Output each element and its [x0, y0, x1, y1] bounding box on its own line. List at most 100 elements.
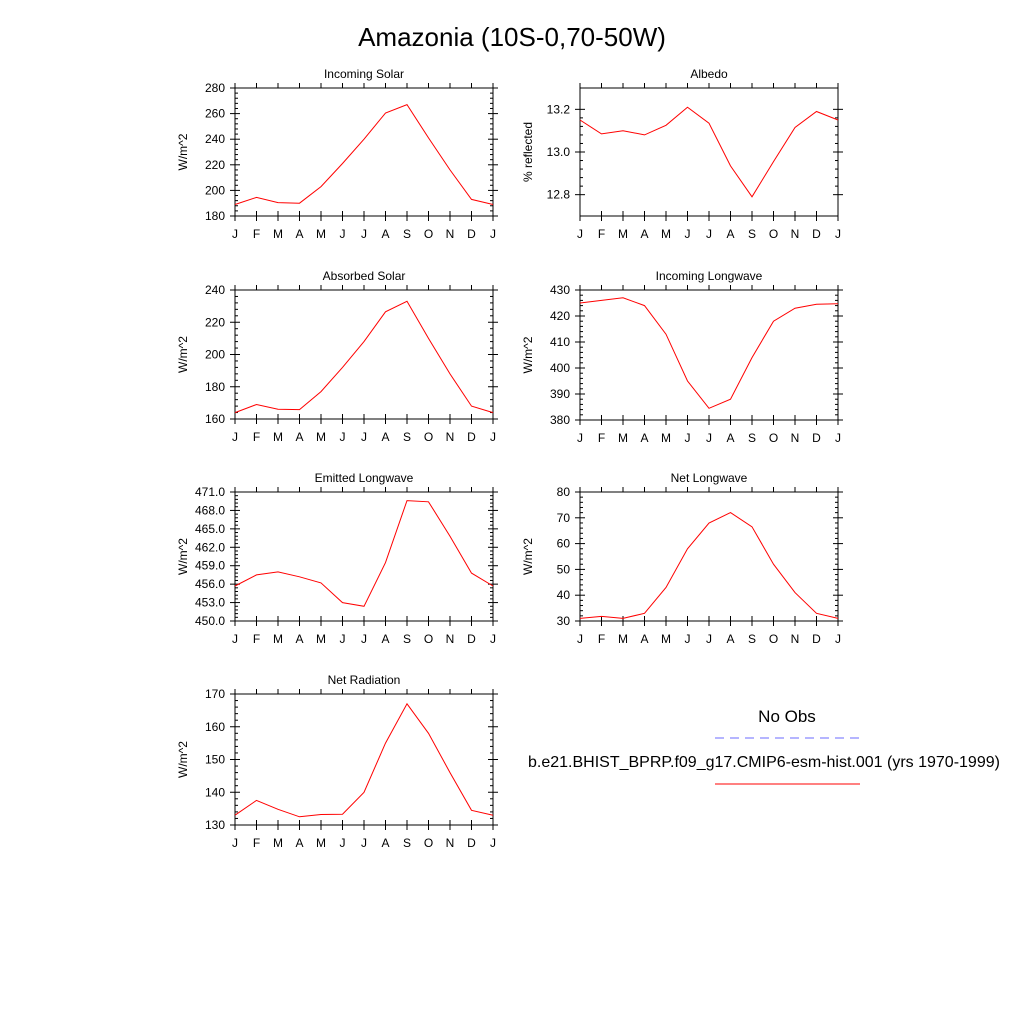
x-tick-label: J: [490, 430, 496, 444]
series-line: [579, 512, 839, 619]
y-tick-label: 220: [205, 158, 225, 172]
y-axis-label: W/m^2: [521, 538, 535, 575]
x-tick-label: N: [446, 836, 455, 850]
x-tick-label: J: [490, 227, 496, 241]
y-tick-label: 410: [550, 335, 570, 349]
x-tick-label: J: [706, 227, 712, 241]
x-tick-label: J: [361, 632, 367, 646]
panel-title: Net Longwave: [671, 471, 748, 485]
y-tick-label: 160: [205, 720, 225, 734]
x-tick-label: A: [295, 836, 303, 850]
x-tick-label: N: [446, 430, 455, 444]
x-tick-label: J: [232, 836, 238, 850]
x-tick-label: M: [273, 227, 283, 241]
y-tick-label: 390: [550, 387, 570, 401]
x-tick-label: J: [835, 431, 841, 445]
y-tick-label: 200: [205, 183, 225, 197]
x-tick-label: A: [640, 632, 648, 646]
x-tick-label: J: [232, 430, 238, 444]
y-axis-label: % reflected: [521, 122, 535, 182]
x-tick-label: A: [726, 227, 734, 241]
series-line: [579, 106, 839, 198]
x-tick-label: M: [273, 430, 283, 444]
x-tick-label: J: [706, 431, 712, 445]
y-axis-label: W/m^2: [176, 741, 190, 778]
panel-title: Incoming Solar: [324, 67, 404, 81]
x-tick-label: J: [685, 227, 691, 241]
x-tick-label: F: [598, 227, 605, 241]
y-tick-label: 150: [205, 753, 225, 767]
x-tick-label: S: [748, 227, 756, 241]
x-tick-label: A: [726, 431, 734, 445]
legend-obs-label: No Obs: [758, 707, 816, 726]
x-tick-label: F: [598, 431, 605, 445]
y-tick-label: 240: [205, 283, 225, 297]
plot-frame: [579, 289, 839, 421]
x-tick-label: N: [791, 632, 800, 646]
x-tick-label: M: [661, 431, 671, 445]
x-tick-label: M: [661, 227, 671, 241]
y-tick-label: 80: [557, 485, 571, 499]
y-tick-label: 170: [205, 687, 225, 701]
x-tick-label: J: [340, 632, 346, 646]
y-tick-label: 420: [550, 309, 570, 323]
plot-frame: [234, 491, 494, 622]
x-tick-label: J: [340, 227, 346, 241]
x-tick-label: N: [791, 431, 800, 445]
x-tick-label: S: [403, 632, 411, 646]
x-tick-label: J: [577, 431, 583, 445]
y-tick-label: 456.0: [195, 577, 225, 591]
x-tick-label: M: [273, 632, 283, 646]
x-tick-label: F: [253, 227, 260, 241]
x-tick-label: M: [618, 632, 628, 646]
x-tick-label: S: [748, 632, 756, 646]
y-tick-label: 430: [550, 283, 570, 297]
panel-title: Net Radiation: [328, 673, 401, 687]
x-tick-label: J: [490, 836, 496, 850]
plot-frame: [579, 491, 839, 622]
x-tick-label: A: [295, 227, 303, 241]
y-tick-label: 12.8: [547, 188, 571, 202]
y-tick-label: 240: [205, 132, 225, 146]
x-tick-label: D: [467, 227, 476, 241]
x-tick-label: A: [640, 227, 648, 241]
x-tick-label: F: [253, 632, 260, 646]
x-tick-label: A: [295, 430, 303, 444]
x-tick-label: S: [748, 431, 756, 445]
panel-title: Emitted Longwave: [315, 471, 414, 485]
x-tick-label: M: [273, 836, 283, 850]
x-tick-label: S: [403, 836, 411, 850]
y-tick-label: 13.0: [547, 145, 571, 159]
x-tick-label: M: [316, 836, 326, 850]
x-tick-label: D: [467, 836, 476, 850]
y-tick-label: 130: [205, 818, 225, 832]
x-tick-label: O: [769, 227, 778, 241]
x-tick-label: O: [424, 632, 433, 646]
x-tick-label: J: [490, 632, 496, 646]
y-tick-label: 160: [205, 412, 225, 426]
x-tick-label: F: [253, 836, 260, 850]
y-tick-label: 30: [557, 614, 571, 628]
x-tick-label: J: [577, 227, 583, 241]
x-tick-label: M: [618, 431, 628, 445]
x-tick-label: J: [835, 227, 841, 241]
figure-title: Amazonia (10S-0,70-50W): [358, 22, 666, 52]
x-tick-label: A: [726, 632, 734, 646]
legend-model-label: b.e21.BHIST_BPRP.f09_g17.CMIP6-esm-hist.…: [528, 754, 1000, 771]
x-tick-label: M: [316, 227, 326, 241]
x-tick-label: J: [577, 632, 583, 646]
y-tick-label: 40: [557, 588, 571, 602]
series-line: [234, 300, 494, 414]
panel-title: Albedo: [690, 67, 728, 81]
x-tick-label: J: [361, 227, 367, 241]
plot-frame: [579, 87, 839, 217]
x-tick-label: O: [769, 431, 778, 445]
